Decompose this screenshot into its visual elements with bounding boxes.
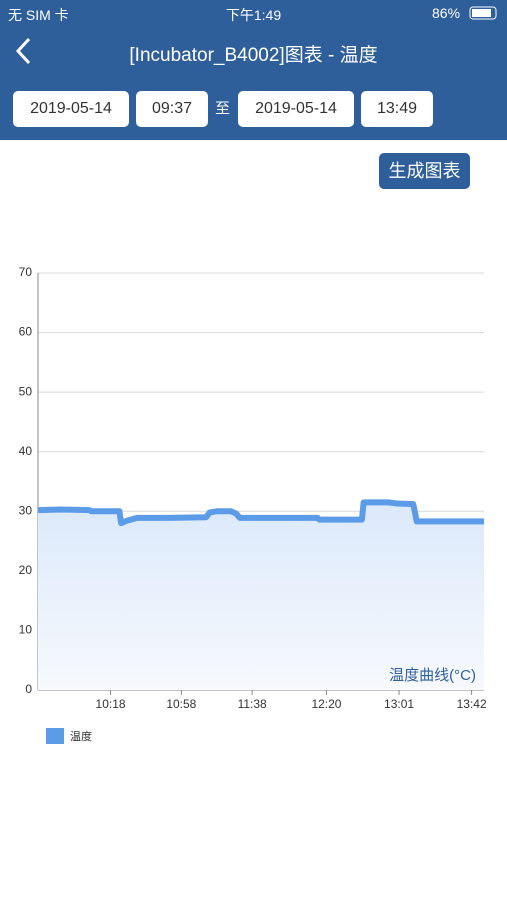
line <box>37 499 484 527</box>
y-tick-label: 60 <box>19 325 33 339</box>
battery-level: 86% <box>432 5 461 21</box>
x-tick-label: 10:18 <box>96 697 126 711</box>
y-tick-label: 30 <box>19 503 33 517</box>
x-tick-label: 11:38 <box>238 697 267 711</box>
clock: 下午1:49 <box>225 7 282 23</box>
y-tick-label: 70 <box>19 265 33 279</box>
y-tick-label: 10 <box>19 623 33 637</box>
area <box>38 502 484 690</box>
separator: 至 <box>215 100 231 117</box>
start-time[interactable]: 09:37 <box>136 91 208 127</box>
back-button[interactable] <box>14 36 34 66</box>
legend-label: 温度 <box>70 729 92 743</box>
header: 无 SIM 卡 下午1:49 86% [Incubator_B4002]图表 -… <box>0 0 507 140</box>
generate-button[interactable]: 生成图表 <box>379 153 470 189</box>
x-tick-label: 13:42 <box>457 697 487 711</box>
carrier: 无 SIM 卡 <box>8 7 69 23</box>
annotation: 温度曲线(°C) <box>389 667 476 684</box>
nav-title: [Incubator_B4002]图表 - 温度 <box>129 45 378 66</box>
battery-icon <box>469 6 497 20</box>
start-date[interactable]: 2019-05-14 <box>13 91 129 127</box>
x-tick-label: 13:01 <box>384 697 414 711</box>
y-tick-label: 40 <box>19 444 33 458</box>
legend-swatch <box>46 728 64 744</box>
y-tick-label: 0 <box>25 682 32 696</box>
end-date[interactable]: 2019-05-14 <box>238 91 354 127</box>
y-tick-label: 20 <box>19 563 33 577</box>
x-tick-label: 12:20 <box>311 697 341 711</box>
x-tick-label: 10:58 <box>166 697 196 711</box>
y-tick-label: 50 <box>19 384 33 398</box>
end-time[interactable]: 13:49 <box>361 91 433 127</box>
